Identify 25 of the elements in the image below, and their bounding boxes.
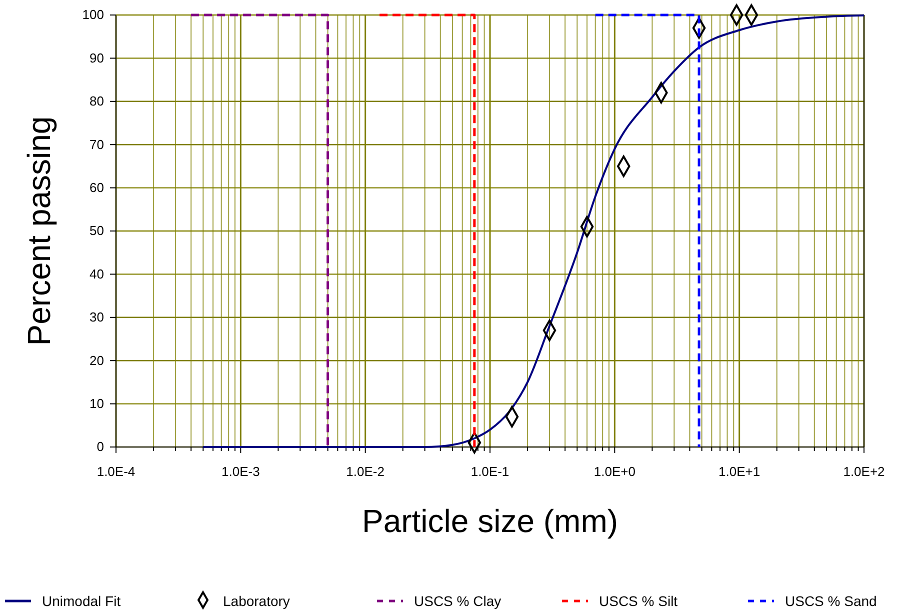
x-tick-label: 1.0E+1 <box>718 464 760 480</box>
y-tick-label: 50 <box>90 223 104 238</box>
x-axis-title: Particle size (mm) <box>362 503 618 539</box>
legend-label: Unimodal Fit <box>42 593 121 609</box>
y-tick-label: 70 <box>90 136 104 152</box>
y-tick-label: 20 <box>90 352 104 368</box>
x-tick-label: 1.0E-4 <box>96 464 136 480</box>
x-tick-label: 1.0E+0 <box>594 464 636 480</box>
legend-label: USCS % Sand <box>785 593 877 609</box>
x-tick-label: 1.0E-2 <box>346 464 384 480</box>
y-tick-label: 0 <box>96 439 104 454</box>
y-tick-label: 100 <box>82 7 104 22</box>
y-axis-title: Percent passing <box>21 116 57 346</box>
y-tick-label: 80 <box>90 94 104 109</box>
x-tick-label: 1.0E+2 <box>843 464 885 480</box>
x-tick-label: 1.0E-3 <box>222 464 260 480</box>
legend-label: USCS % Silt <box>599 593 678 609</box>
y-tick-label: 60 <box>90 180 104 195</box>
legend-label: Laboratory <box>223 593 290 609</box>
legend-label: USCS % Clay <box>414 593 502 609</box>
y-tick-label: 40 <box>90 266 104 282</box>
y-tick-label: 30 <box>90 310 104 325</box>
x-tick-label: 1.0E-1 <box>470 464 510 480</box>
y-tick-label: 10 <box>90 396 104 411</box>
y-tick-label: 90 <box>90 50 104 66</box>
